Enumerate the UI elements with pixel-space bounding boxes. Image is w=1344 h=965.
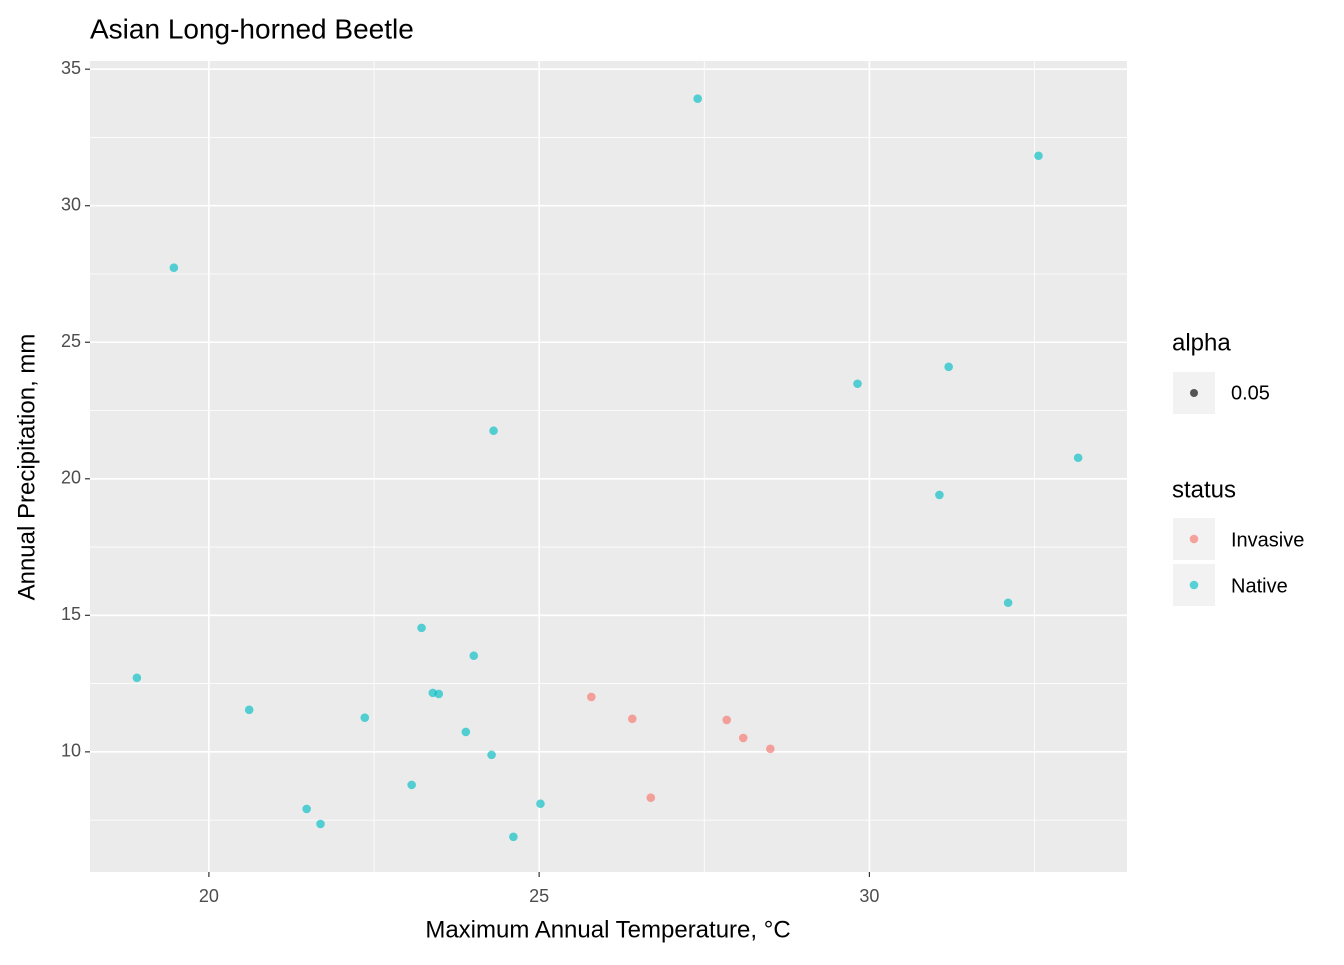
y-tick-label: 10 bbox=[61, 741, 81, 761]
point bbox=[169, 263, 179, 273]
point bbox=[693, 94, 702, 103]
legend: Invasive Native bbox=[1173, 518, 1304, 606]
point bbox=[935, 490, 944, 500]
grid bbox=[90, 61, 1127, 872]
point bbox=[132, 673, 142, 683]
point bbox=[302, 804, 311, 814]
x-axis-label: Maximum Annual Temperature, °C bbox=[425, 916, 790, 943]
y-tick-label: 25 bbox=[61, 331, 81, 351]
point bbox=[487, 750, 496, 760]
y-tick-label: 20 bbox=[61, 468, 81, 488]
point bbox=[1034, 151, 1043, 161]
panel bbox=[90, 61, 1127, 872]
x-tick-label: 30 bbox=[859, 886, 879, 906]
chart-title: Asian Long-horned Beetle bbox=[90, 13, 414, 44]
point bbox=[417, 623, 426, 633]
point bbox=[627, 714, 637, 724]
legend-label: Invasive bbox=[1231, 529, 1304, 551]
point bbox=[944, 362, 953, 372]
legend-label: 0.05 bbox=[1231, 382, 1270, 404]
point bbox=[360, 713, 370, 723]
point bbox=[587, 692, 596, 702]
point bbox=[536, 799, 545, 809]
point bbox=[244, 705, 254, 715]
point bbox=[1073, 453, 1083, 463]
point bbox=[853, 379, 862, 389]
legend-title: status bbox=[1172, 476, 1236, 503]
point bbox=[461, 727, 471, 737]
point bbox=[434, 689, 444, 699]
legend-label: Native bbox=[1231, 575, 1288, 597]
point bbox=[766, 744, 775, 754]
point bbox=[489, 426, 498, 436]
x-tick-label: 25 bbox=[529, 886, 549, 906]
point bbox=[738, 733, 748, 743]
legend-title: alpha bbox=[1172, 329, 1231, 356]
y-tick-label: 30 bbox=[61, 194, 81, 214]
point bbox=[722, 715, 732, 725]
point bbox=[469, 651, 479, 661]
legend-symbol bbox=[1189, 534, 1199, 544]
point bbox=[509, 832, 518, 842]
point bbox=[1003, 598, 1013, 608]
point bbox=[407, 780, 416, 790]
point bbox=[316, 819, 325, 829]
y-tick-label: 15 bbox=[61, 604, 81, 624]
point bbox=[646, 793, 656, 803]
x-tick-label: 20 bbox=[199, 886, 219, 906]
legend-symbol bbox=[1190, 389, 1198, 397]
points bbox=[132, 94, 1083, 842]
legend-symbol bbox=[1189, 580, 1199, 590]
y-tick-label: 35 bbox=[61, 58, 81, 78]
y-axis-label: Annual Precipitation, mm bbox=[13, 334, 40, 601]
